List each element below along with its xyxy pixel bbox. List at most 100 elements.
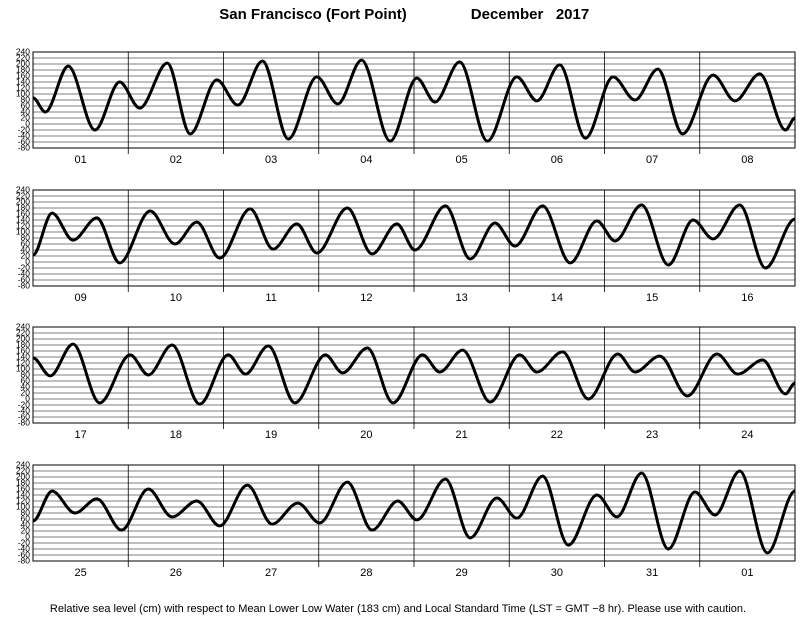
y-tick-label: 60 (21, 100, 31, 110)
y-tick-label: 200 (16, 196, 30, 206)
y-tick-label: -40 (18, 543, 31, 553)
x-tick-label: 01 (741, 567, 753, 579)
plot-frame (32, 189, 796, 287)
plot-frame (32, 464, 796, 562)
y-tick-label: 0 (25, 118, 30, 128)
y-tick-label: 140 (16, 214, 30, 224)
y-tick-label: 100 (16, 88, 30, 98)
y-tick-label: 120 (16, 220, 30, 230)
y-tick-label: 200 (16, 471, 30, 481)
y-tick-label: 240 (16, 46, 30, 56)
y-tick-label: 140 (16, 489, 30, 499)
x-tick-label: 18 (170, 429, 182, 441)
y-tick-label: 20 (21, 250, 31, 260)
x-tick-label: 07 (646, 154, 658, 166)
y-tick-label: 80 (21, 507, 31, 517)
y-tick-label: -80 (18, 555, 31, 565)
x-tick-label: 21 (456, 429, 468, 441)
y-tick-label: 120 (16, 357, 30, 367)
y-tick-label: 60 (21, 238, 31, 248)
y-tick-label: 220 (16, 52, 30, 62)
x-tick-label: 29 (456, 567, 468, 579)
y-tick-label: 220 (16, 327, 30, 337)
y-tick-label: -20 (18, 537, 31, 547)
y-tick-label: 180 (16, 339, 30, 349)
x-tick-label: 15 (646, 292, 658, 304)
y-tick-label: 0 (25, 256, 30, 266)
y-tick-label: -40 (18, 405, 31, 415)
tide-line (32, 469, 796, 555)
y-tick-label: -20 (18, 399, 31, 409)
y-tick-label: -60 (18, 549, 31, 559)
y-tick-label: 140 (16, 76, 30, 86)
y-tick-label: 100 (16, 226, 30, 236)
x-tick-label: 01 (75, 154, 87, 166)
y-tick-label: 120 (16, 82, 30, 92)
y-tick-label: 160 (16, 208, 30, 218)
y-tick-label: 120 (16, 495, 30, 505)
x-tick-label: 11 (265, 292, 276, 304)
chart-period: December 2017 (471, 6, 589, 23)
y-tick-label: 240 (16, 459, 30, 469)
y-tick-label: 80 (21, 369, 31, 379)
tide-line (32, 58, 796, 143)
y-tick-label: 80 (21, 94, 31, 104)
y-tick-label: 220 (16, 465, 30, 475)
tide-line (31, 203, 796, 270)
y-tick-label: 200 (16, 58, 30, 68)
y-tick-label: 0 (25, 531, 30, 541)
y-tick-label: -20 (18, 124, 31, 134)
x-tick-label: 16 (741, 292, 753, 304)
y-tick-label: 200 (16, 333, 30, 343)
y-tick-label: -40 (18, 268, 31, 278)
y-tick-label: -60 (18, 411, 31, 421)
y-tick-label: 0 (25, 393, 30, 403)
y-tick-label: 40 (21, 519, 31, 529)
y-tick-label: 20 (21, 112, 31, 122)
plot-frame (32, 51, 796, 149)
y-tick-label: -40 (18, 130, 31, 140)
x-tick-label: 14 (551, 292, 563, 304)
y-tick-label: 100 (16, 501, 30, 511)
y-tick-label: -80 (18, 142, 31, 152)
x-tick-label: 25 (75, 567, 87, 579)
x-tick-label: 17 (75, 429, 87, 441)
x-tick-label: 19 (265, 429, 277, 441)
y-tick-label: -80 (18, 417, 31, 427)
plot-frame (32, 326, 796, 424)
x-tick-label: 12 (360, 292, 372, 304)
x-tick-label: 23 (646, 429, 658, 441)
x-tick-label: 06 (551, 154, 563, 166)
x-tick-label: 03 (265, 154, 277, 166)
y-tick-label: 60 (21, 375, 31, 385)
y-tick-label: 180 (16, 202, 30, 212)
x-tick-label: 10 (170, 292, 182, 304)
tide-line (32, 342, 796, 406)
y-tick-label: -60 (18, 136, 31, 146)
footnote: Relative sea level (cm) with respect to … (50, 603, 746, 615)
x-tick-label: 31 (646, 567, 658, 579)
x-tick-label: 20 (360, 429, 372, 441)
y-tick-label: 40 (21, 106, 31, 116)
x-tick-label: 30 (551, 567, 563, 579)
y-tick-label: 20 (21, 525, 31, 535)
y-tick-label: 60 (21, 513, 31, 523)
y-tick-label: 160 (16, 483, 30, 493)
x-tick-label: 24 (741, 429, 753, 441)
y-tick-label: 240 (16, 321, 30, 331)
y-tick-label: 20 (21, 387, 31, 397)
y-tick-label: 80 (21, 232, 31, 242)
x-tick-label: 02 (170, 154, 182, 166)
x-tick-label: 26 (170, 567, 182, 579)
x-tick-label: 28 (360, 567, 372, 579)
x-tick-label: 27 (265, 567, 277, 579)
y-tick-label: 160 (16, 345, 30, 355)
x-tick-label: 22 (551, 429, 563, 441)
y-tick-label: 100 (16, 363, 30, 373)
y-tick-label: 160 (16, 70, 30, 80)
x-tick-label: 04 (360, 154, 372, 166)
chart-title: San Francisco (Fort Point) (219, 6, 407, 23)
x-tick-label: 13 (456, 292, 468, 304)
y-tick-label: 240 (16, 184, 30, 194)
